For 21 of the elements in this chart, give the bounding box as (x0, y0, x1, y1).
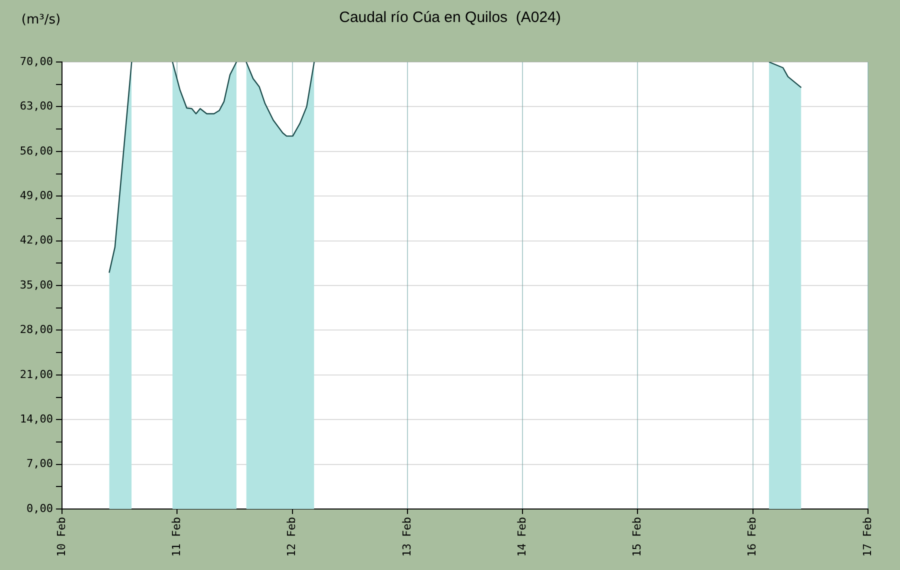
y-tick-label: 42,00 (20, 234, 53, 247)
y-tick-label: 21,00 (20, 368, 53, 381)
x-tick-label: 16 Feb (746, 517, 759, 557)
x-tick-label: 10 Feb (54, 517, 68, 557)
y-tick-label: 70,00 (20, 54, 53, 68)
y-tick-label: 14,00 (20, 412, 53, 426)
x-tick-label: 12 Feb (285, 517, 298, 557)
y-tick-label: 7,00 (26, 457, 53, 470)
x-tick-label: 11 Feb (170, 517, 183, 557)
y-axis-title: (m³/s) (21, 12, 61, 28)
y-tick-label: 0,00 (26, 502, 53, 515)
y-tick-label: 56,00 (20, 144, 53, 158)
x-tick-label: 14 Feb (515, 517, 528, 557)
y-tick-label: 49,00 (20, 188, 53, 202)
x-tick-label: 15 Feb (630, 517, 644, 557)
chart-title: Caudal río Cúa en Quilos (A024) (339, 9, 561, 26)
y-tick-label: 35,00 (20, 278, 53, 292)
x-tick-label: 13 Feb (400, 517, 414, 557)
y-tick-label: 63,00 (20, 100, 53, 113)
y-tick-label: 28,00 (20, 323, 53, 336)
x-tick-label: 17 Feb (860, 517, 874, 557)
